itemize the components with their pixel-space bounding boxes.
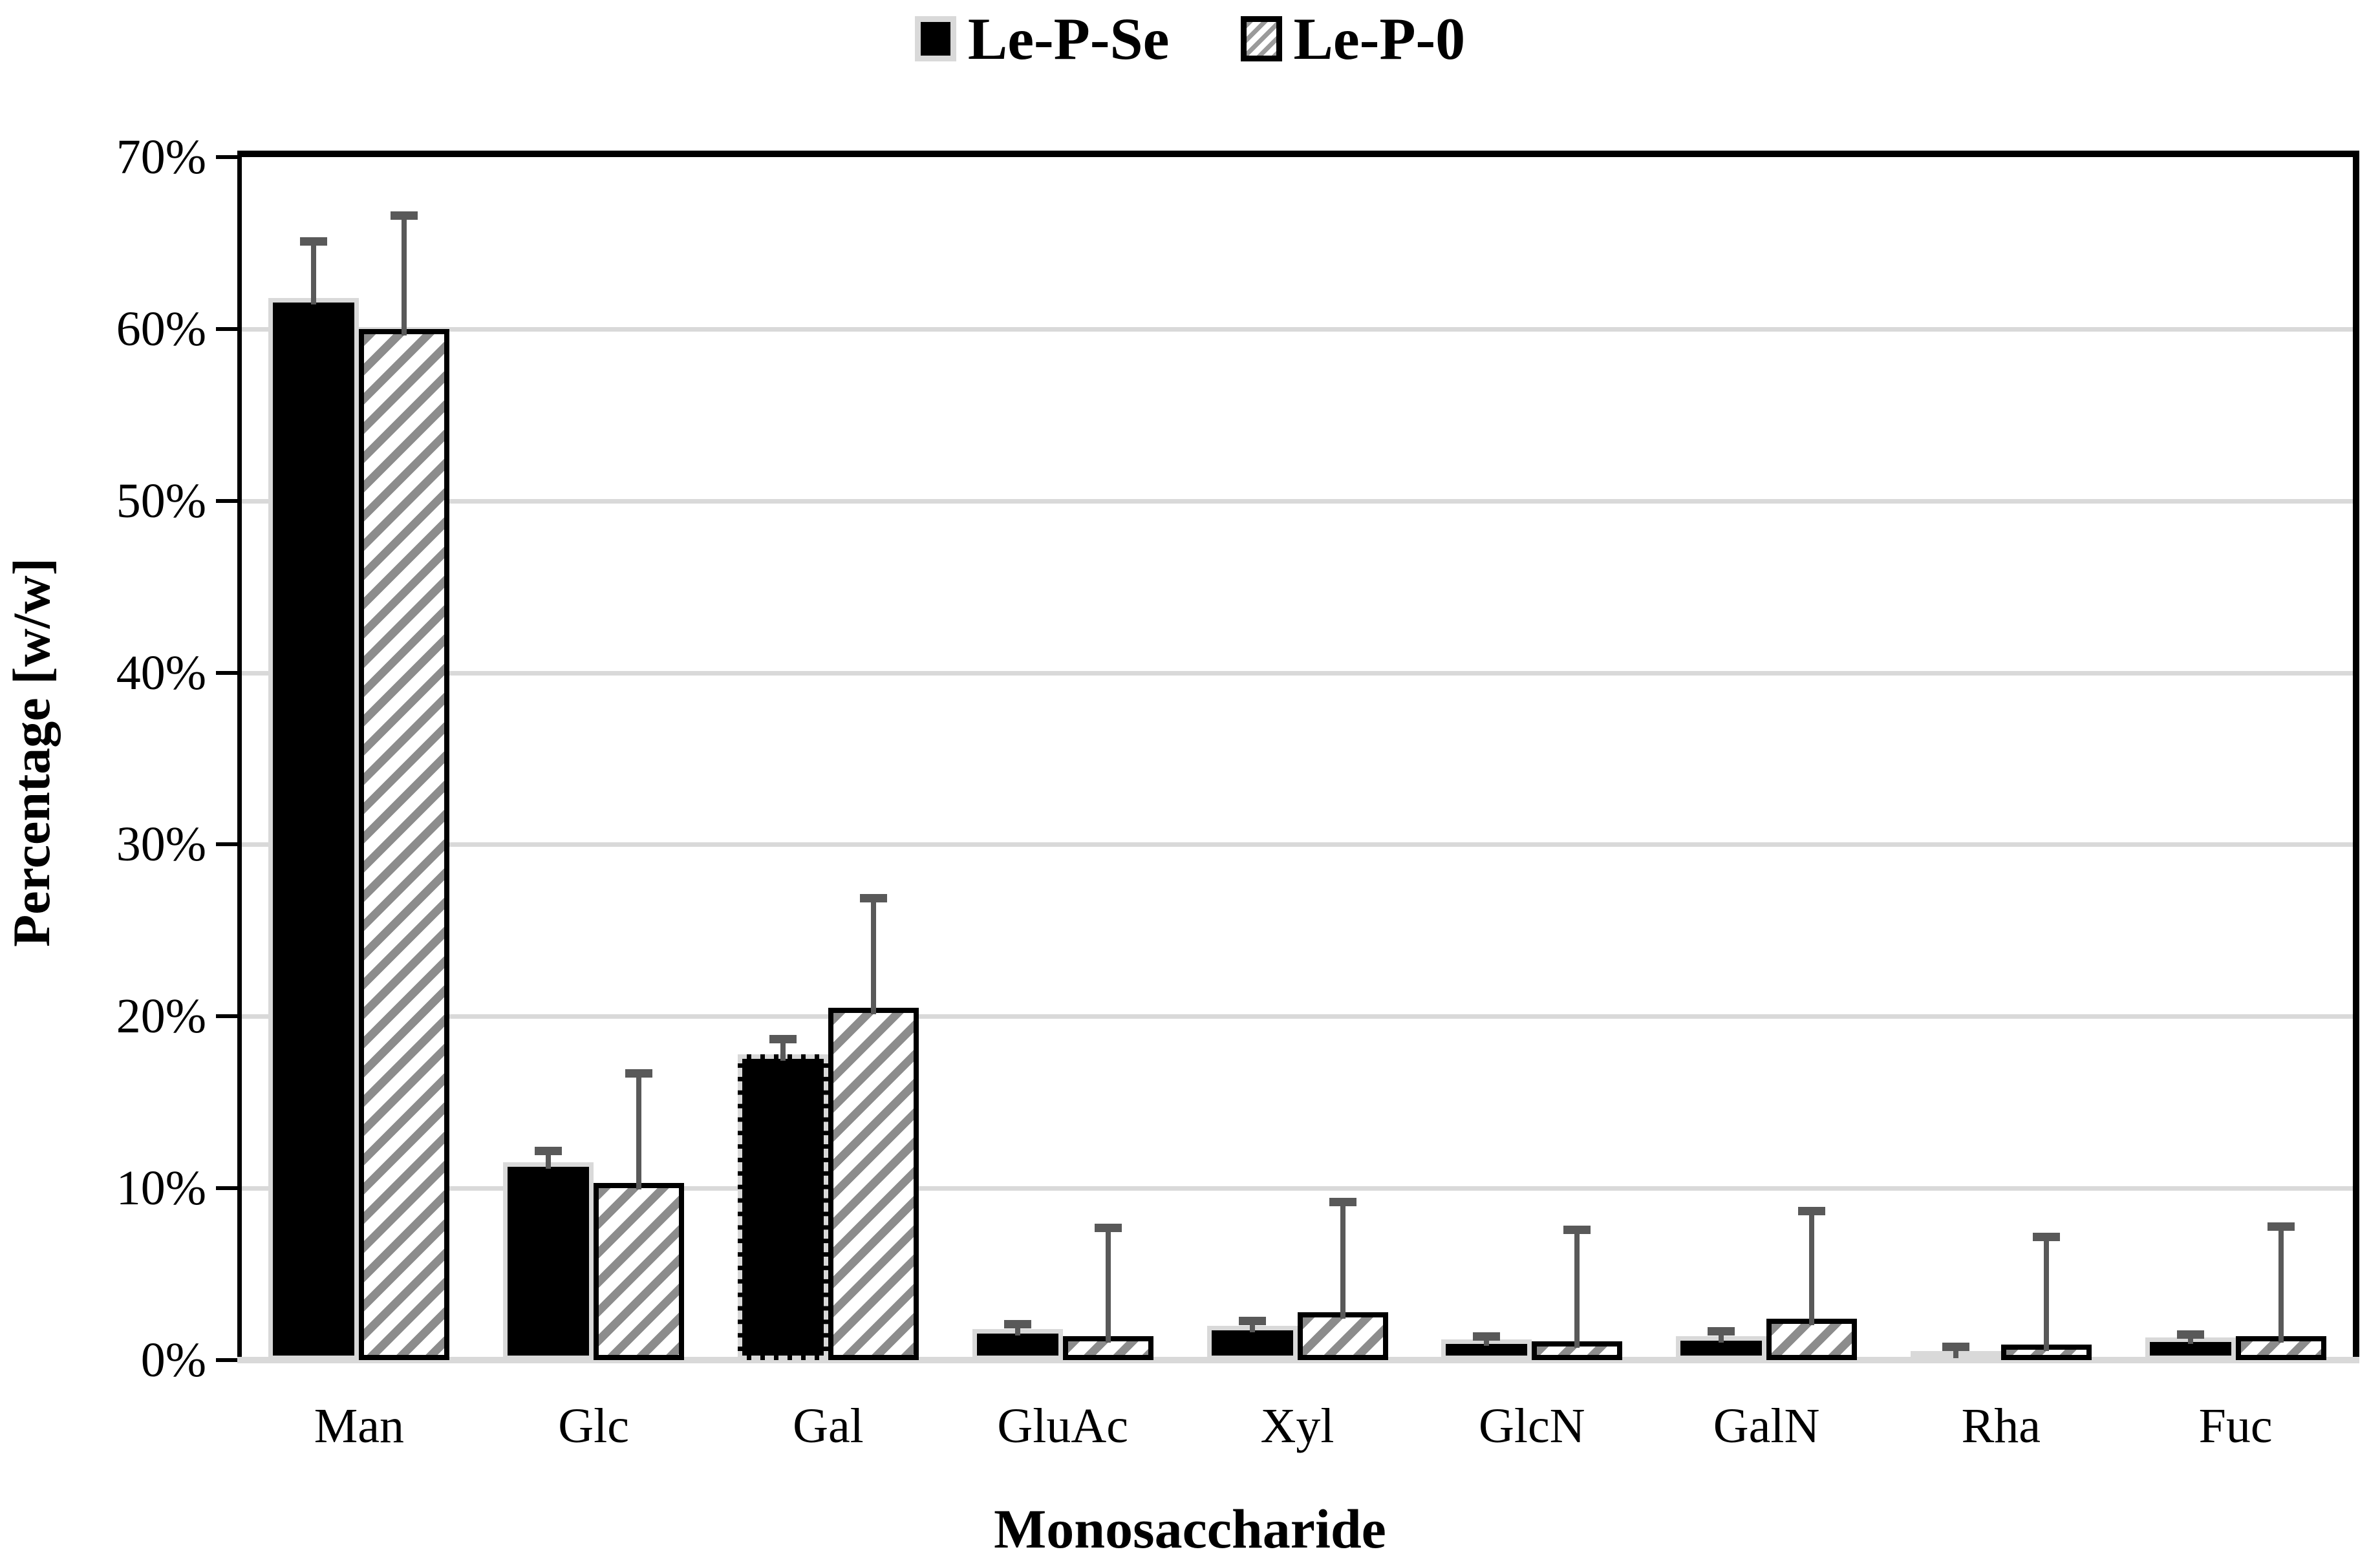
bar-le-p-se-glc bbox=[503, 1162, 594, 1360]
x-tick-label-gluac: GluAc bbox=[997, 1399, 1129, 1453]
y-tick-label: 50% bbox=[116, 473, 206, 528]
error-bar-stem bbox=[1953, 1346, 1958, 1358]
legend-swatch-hatched-icon bbox=[1240, 16, 1282, 61]
y-tick-label: 70% bbox=[116, 130, 206, 184]
error-bar-cap bbox=[859, 893, 887, 902]
y-tick-label: 10% bbox=[116, 1161, 206, 1216]
bar-le-p-se-fuc bbox=[2145, 1337, 2236, 1360]
x-axis-title: Monosaccharide bbox=[994, 1498, 1386, 1560]
error-bar-stem bbox=[311, 241, 317, 305]
legend-item-le-p-0: Le-P-0 bbox=[1240, 6, 1466, 72]
bar-le-p-se-man bbox=[268, 298, 359, 1360]
error-bar-stem bbox=[1484, 1336, 1490, 1347]
bar-le-p-0-galn bbox=[1766, 1319, 1858, 1360]
y-tick-icon bbox=[216, 1014, 237, 1019]
bar-le-p-se-gal bbox=[737, 1054, 828, 1360]
error-bar-cap bbox=[1238, 1316, 1266, 1325]
error-bar-cap bbox=[300, 237, 328, 246]
gridline-40 bbox=[242, 670, 2353, 676]
y-tick-icon bbox=[216, 1186, 237, 1191]
bar-le-p-0-gal bbox=[828, 1008, 919, 1360]
error-bar-cap bbox=[1942, 1342, 1969, 1351]
error-bar-stem bbox=[636, 1073, 642, 1190]
error-bar-stem bbox=[2278, 1226, 2284, 1343]
x-tick-label-rha: Rha bbox=[1961, 1399, 2041, 1453]
y-tick-icon bbox=[216, 326, 237, 331]
y-tick-label: 20% bbox=[116, 989, 206, 1044]
error-bar-stem bbox=[780, 1038, 786, 1061]
x-axis-baseline bbox=[237, 1357, 2359, 1363]
x-tick-label-glcn: GlcN bbox=[1478, 1399, 1585, 1453]
bar-le-p-0-man bbox=[359, 328, 450, 1360]
gridline-50 bbox=[242, 498, 2353, 504]
error-bar-stem bbox=[1105, 1228, 1111, 1343]
error-bar-cap bbox=[1708, 1326, 1735, 1336]
x-tick-label-galn: GalN bbox=[1713, 1399, 1820, 1453]
legend-swatch-solid-icon bbox=[914, 16, 956, 61]
y-tick-icon bbox=[216, 842, 237, 847]
error-bar-cap bbox=[2267, 1222, 2295, 1231]
plot-area: 0% 10% 20% 30% 40% 50% 60% 70% Man Glc Gal GluAc Xyl… bbox=[116, 133, 2359, 1451]
error-bar-stem bbox=[1574, 1229, 1580, 1348]
error-bar-cap bbox=[1329, 1198, 1356, 1207]
error-bar-cap bbox=[535, 1146, 563, 1155]
error-bar-stem bbox=[1249, 1320, 1255, 1332]
y-tick-label: 0% bbox=[140, 1333, 206, 1387]
error-bar-stem bbox=[2187, 1334, 2193, 1345]
y-tick-icon bbox=[216, 1358, 237, 1362]
error-bar-cap bbox=[2176, 1330, 2204, 1339]
legend-label: Le-P-0 bbox=[1293, 6, 1466, 72]
y-tick-icon bbox=[216, 670, 237, 675]
error-bar-cap bbox=[391, 211, 418, 220]
gridline-30 bbox=[242, 842, 2353, 847]
y-tick-icon bbox=[216, 498, 237, 503]
error-bar-stem bbox=[870, 897, 876, 1014]
error-bar-cap bbox=[1563, 1225, 1591, 1234]
error-bar-stem bbox=[2043, 1236, 2049, 1352]
error-bar-cap bbox=[1798, 1206, 1826, 1215]
error-bar-cap bbox=[769, 1034, 797, 1043]
legend-label: Le-P-Se bbox=[967, 6, 1170, 72]
error-bar-cap bbox=[1003, 1320, 1031, 1329]
y-tick-label: 60% bbox=[116, 301, 206, 356]
y-tick-icon bbox=[216, 155, 237, 159]
gridline-10 bbox=[242, 1186, 2353, 1191]
chart-legend: Le-P-Se Le-P-0 bbox=[0, 9, 2380, 69]
bar-le-p-0-xyl bbox=[1297, 1312, 1388, 1360]
x-tick-label-man: Man bbox=[314, 1399, 405, 1453]
x-tick-label-fuc: Fuc bbox=[2198, 1399, 2273, 1453]
y-axis-title: Percentage [w/w] bbox=[2, 557, 61, 947]
gridline-20 bbox=[242, 1014, 2353, 1019]
x-tick-label-glc: Glc bbox=[558, 1399, 630, 1453]
error-bar-cap bbox=[1473, 1332, 1501, 1341]
error-bar-stem bbox=[546, 1150, 552, 1169]
error-bar-stem bbox=[1014, 1324, 1020, 1336]
legend-item-le-p-se: Le-P-Se bbox=[914, 6, 1170, 72]
y-tick-label: 30% bbox=[116, 817, 206, 872]
error-bar-stem bbox=[1340, 1202, 1345, 1319]
gridline-60 bbox=[242, 326, 2353, 332]
x-tick-label-gal: Gal bbox=[793, 1399, 864, 1453]
error-bar-cap bbox=[625, 1069, 653, 1078]
error-bar-cap bbox=[2032, 1232, 2060, 1241]
error-bar-stem bbox=[1809, 1210, 1815, 1326]
bar-le-p-0-glc bbox=[594, 1183, 685, 1360]
error-bar-stem bbox=[1719, 1330, 1724, 1343]
error-bar-cap bbox=[1094, 1224, 1122, 1233]
y-tick-label: 40% bbox=[116, 645, 206, 700]
error-bar-stem bbox=[402, 215, 407, 335]
x-tick-label-xyl: Xyl bbox=[1260, 1399, 1335, 1453]
